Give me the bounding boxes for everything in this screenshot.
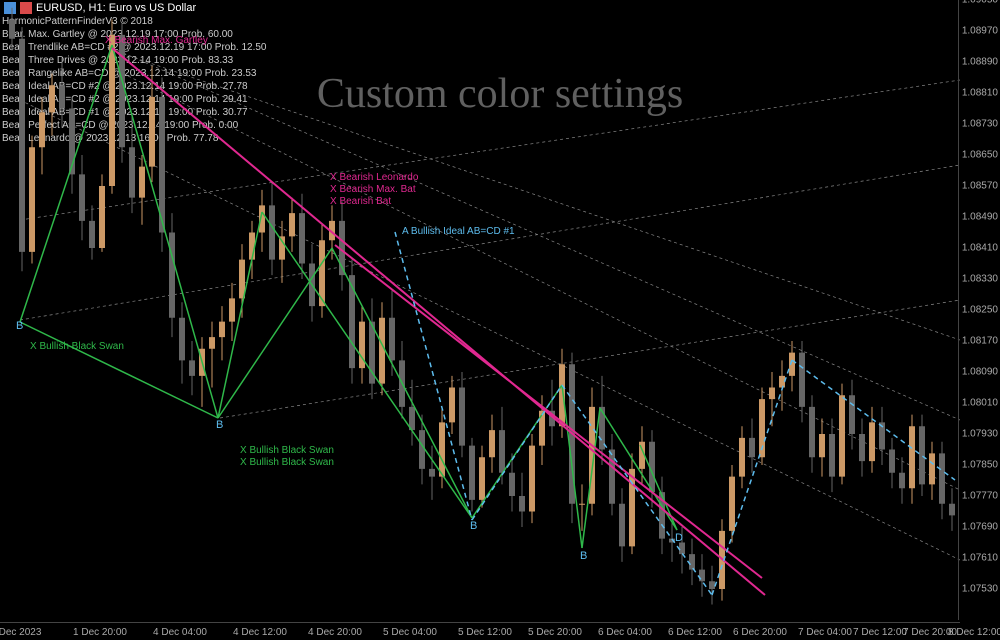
y-tick: 1.08970 <box>962 26 998 37</box>
x-tick: 6 Dec 12:00 <box>668 627 722 638</box>
chart-icon-2 <box>20 2 32 14</box>
y-tick: 1.07850 <box>962 460 998 471</box>
y-tick: 1.08730 <box>962 119 998 130</box>
y-tick: 1.07770 <box>962 491 998 502</box>
x-tick: 4 Dec 04:00 <box>153 627 207 638</box>
y-tick: 1.08010 <box>962 398 998 409</box>
point-label: B <box>470 520 477 532</box>
x-tick: 5 Dec 20:00 <box>528 627 582 638</box>
y-tick: 1.08410 <box>962 243 998 254</box>
y-tick: 1.07530 <box>962 584 998 595</box>
y-tick: 1.07690 <box>962 522 998 533</box>
x-tick: 1 Dec 20:00 <box>73 627 127 638</box>
y-tick: 1.08490 <box>962 212 998 223</box>
y-tick: 1.08810 <box>962 88 998 99</box>
y-tick: 1.08090 <box>962 367 998 378</box>
point-label: D <box>675 532 683 544</box>
chart-annotation: X Bearish Leonardo <box>330 172 418 183</box>
y-axis: 1.09050 1.08970 1.08890 1.08810 1.08730 1.086… <box>958 0 1000 620</box>
chart-annotation: X Bearish Max. Bat <box>330 184 416 195</box>
y-tick: 1.08890 <box>962 57 998 68</box>
pattern-item: Bear. Ideal AB=CD #2 @ 2023.12.14 19:00 … <box>2 80 267 93</box>
indicator-name: HarmonicPatternFinderV3 © 2018 <box>2 16 153 27</box>
y-tick: 1.07610 <box>962 553 998 564</box>
x-tick: 7 Dec 04:00 <box>798 627 852 638</box>
chart-annotation: X Bullish Black Swan <box>30 341 124 352</box>
chart-container: EURUSD, H1: Euro vs US Dollar HarmonicPa… <box>0 0 1000 640</box>
x-tick: 7 Dec 12:00 <box>853 627 907 638</box>
y-tick: 1.08330 <box>962 274 998 285</box>
point-label: B <box>16 320 23 332</box>
pattern-item: Bear. Rangelike AB=CD @ 2023.12.14 19:00… <box>2 67 267 80</box>
y-tick: 1.08570 <box>962 181 998 192</box>
title-bar: EURUSD, H1: Euro vs US Dollar <box>0 0 200 16</box>
x-axis: Dec 2023 1 Dec 20:00 4 Dec 04:00 4 Dec 12:0… <box>0 622 960 640</box>
x-tick: 8 Dec 12:00 <box>948 627 1000 638</box>
x-tick: 5 Dec 12:00 <box>458 627 512 638</box>
pattern-item: Bear. Ideal AB=CD #2 @ 2023.12.14 19:00 … <box>2 93 267 106</box>
y-tick: 1.08650 <box>962 150 998 161</box>
y-tick: 1.08170 <box>962 336 998 347</box>
chart-icon <box>4 2 16 14</box>
watermark-text: Custom color settings <box>317 70 683 118</box>
chart-annotation: X Bearish Bat <box>330 196 391 207</box>
symbol-title: EURUSD, H1: Euro vs US Dollar <box>36 2 196 14</box>
pattern-item: Bear. Perfect AB=CD @ 2023.12.14 19:00 P… <box>2 119 267 132</box>
pattern-item: Bear. Ideal AB=CD #1 @ 2023.12.14 19:00 … <box>2 106 267 119</box>
x-tick: 6 Dec 20:00 <box>733 627 787 638</box>
point-label: B <box>580 550 587 562</box>
y-tick: 1.07930 <box>962 429 998 440</box>
pattern-list: Bear. Max. Gartley @ 2023.12.19 17:00 Pr… <box>2 28 267 145</box>
x-tick: 6 Dec 04:00 <box>598 627 652 638</box>
pattern-item: Bear. Leonardo @ 2023.12.13 16:00 Prob. … <box>2 132 267 145</box>
chart-annotation: X Bullish Black Swan <box>240 457 334 468</box>
pattern-item: Bear. Max. Gartley @ 2023.12.19 17:00 Pr… <box>2 28 267 41</box>
chart-annotation: X Bullish Black Swan <box>240 445 334 456</box>
y-tick: 1.09050 <box>962 0 998 6</box>
x-tick: Dec 2023 <box>0 627 41 638</box>
pattern-item: Bear. Three Drives @ 2023.12.14 19:00 Pr… <box>2 54 267 67</box>
point-label: B <box>216 419 223 431</box>
x-tick: 4 Dec 20:00 <box>308 627 362 638</box>
x-tick: 5 Dec 04:00 <box>383 627 437 638</box>
chart-annotation: A Bullish Ideal AB=CD #1 <box>402 226 515 237</box>
y-tick: 1.08250 <box>962 305 998 316</box>
x-tick: 4 Dec 12:00 <box>233 627 287 638</box>
pattern-item: Bear. Trendlike AB=CD #2 @ 2023.12.19 17… <box>2 41 267 54</box>
